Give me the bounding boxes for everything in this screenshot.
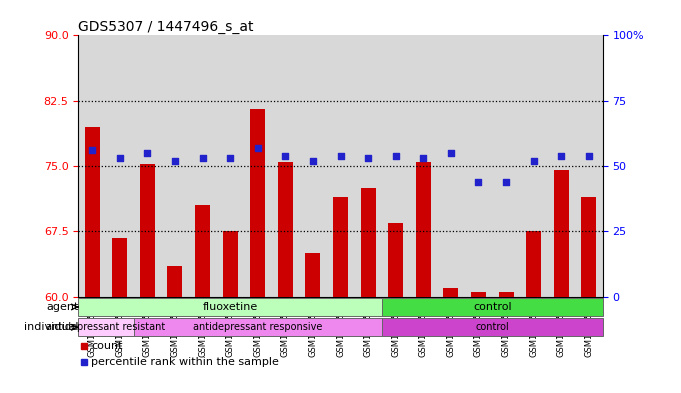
Point — [473, 179, 484, 185]
Bar — [548, 35, 575, 297]
Bar — [223, 231, 238, 297]
Point — [114, 155, 125, 162]
Bar — [554, 171, 569, 297]
Bar — [415, 162, 431, 297]
Bar — [520, 35, 548, 297]
Bar — [333, 196, 348, 297]
Bar — [464, 35, 492, 297]
Bar — [133, 318, 382, 336]
Bar — [78, 298, 382, 316]
Bar — [354, 35, 382, 297]
Bar — [575, 35, 603, 297]
Bar — [84, 127, 99, 297]
Point — [197, 155, 208, 162]
Text: control: control — [473, 302, 511, 312]
Bar — [112, 237, 127, 297]
Text: fluoxetine: fluoxetine — [202, 302, 257, 312]
Bar — [78, 318, 133, 336]
Bar — [443, 288, 458, 297]
Point — [225, 155, 236, 162]
Point — [584, 152, 595, 159]
Text: count: count — [91, 342, 123, 351]
Bar — [382, 318, 603, 336]
Bar — [409, 35, 437, 297]
Bar — [498, 292, 513, 297]
Bar — [106, 35, 133, 297]
Point — [390, 152, 401, 159]
Bar — [382, 35, 409, 297]
Bar — [526, 231, 541, 297]
Bar — [278, 162, 293, 297]
Point — [142, 150, 153, 156]
Bar — [195, 205, 210, 297]
Bar — [437, 35, 464, 297]
Bar — [189, 35, 217, 297]
Point — [280, 152, 291, 159]
Text: GDS5307 / 1447496_s_at: GDS5307 / 1447496_s_at — [78, 20, 254, 34]
Bar — [471, 292, 486, 297]
Point — [86, 147, 97, 154]
Text: individual: individual — [24, 322, 78, 332]
Text: percentile rank within the sample: percentile rank within the sample — [91, 357, 279, 367]
Bar — [133, 35, 161, 297]
Point — [363, 155, 374, 162]
Text: control: control — [475, 322, 509, 332]
Bar — [161, 35, 189, 297]
Point — [445, 150, 456, 156]
Point — [170, 158, 180, 164]
Bar — [140, 164, 155, 297]
Point — [252, 145, 263, 151]
Text: antidepressant responsive: antidepressant responsive — [193, 322, 322, 332]
Bar — [78, 35, 106, 297]
Point — [335, 152, 346, 159]
Point — [501, 179, 511, 185]
Bar — [388, 223, 403, 297]
Text: antidepressant resistant: antidepressant resistant — [46, 322, 165, 332]
Point — [307, 158, 318, 164]
Bar — [382, 298, 603, 316]
Point — [418, 155, 429, 162]
Bar — [305, 253, 321, 297]
Bar — [168, 266, 183, 297]
Bar — [272, 35, 299, 297]
Text: agent: agent — [46, 302, 78, 312]
Bar — [492, 35, 520, 297]
Bar — [582, 196, 597, 297]
Bar — [244, 35, 272, 297]
Point — [528, 158, 539, 164]
Point — [556, 152, 567, 159]
Bar — [360, 188, 376, 297]
Bar — [299, 35, 327, 297]
Bar — [327, 35, 354, 297]
Bar — [217, 35, 244, 297]
Bar — [250, 109, 266, 297]
